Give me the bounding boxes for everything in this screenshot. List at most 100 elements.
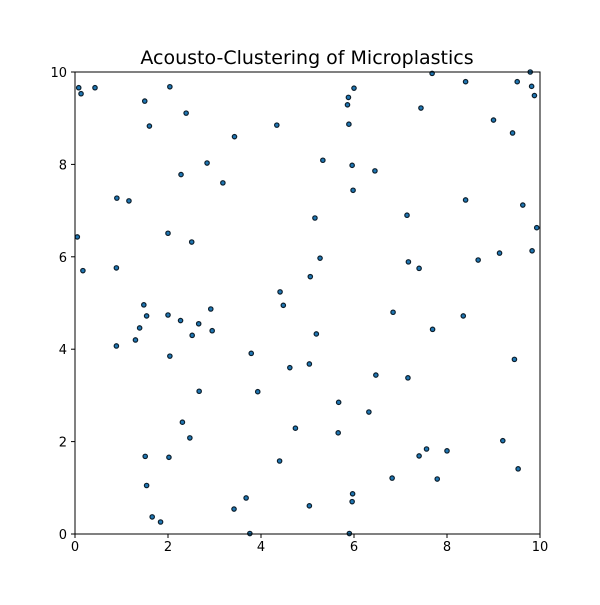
data-point xyxy=(114,195,120,201)
data-point xyxy=(349,491,356,497)
y-tick-label: 10 xyxy=(50,66,67,81)
data-point xyxy=(165,230,171,237)
y-tick-label: 6 xyxy=(59,251,67,266)
data-points xyxy=(74,69,540,537)
x-tick-label: 6 xyxy=(350,540,358,555)
data-point xyxy=(390,309,396,316)
data-point xyxy=(307,273,314,280)
data-point xyxy=(167,83,173,90)
y-tick-label: 8 xyxy=(59,158,67,173)
data-point xyxy=(274,122,280,128)
data-point xyxy=(528,83,535,90)
data-point xyxy=(157,519,164,525)
data-point xyxy=(366,409,372,415)
data-point xyxy=(460,313,467,319)
data-point xyxy=(165,312,171,318)
data-point xyxy=(143,313,150,319)
chart-title: Acousto-Clustering of Microplastics xyxy=(140,47,473,69)
data-point xyxy=(529,247,535,254)
data-point xyxy=(312,215,318,221)
data-point xyxy=(74,234,81,240)
data-point xyxy=(280,302,287,309)
data-point xyxy=(113,265,120,271)
data-point xyxy=(490,117,497,123)
data-point xyxy=(209,327,215,334)
data-point xyxy=(231,506,237,512)
data-point xyxy=(126,198,132,204)
data-point xyxy=(277,289,283,295)
data-point xyxy=(317,255,323,261)
data-point xyxy=(149,514,155,520)
data-point xyxy=(287,364,293,371)
data-point xyxy=(183,110,189,116)
data-point xyxy=(372,168,378,174)
data-point xyxy=(187,435,193,441)
data-point xyxy=(346,121,352,128)
data-point xyxy=(373,372,379,378)
data-point xyxy=(404,212,410,219)
data-point xyxy=(141,302,147,308)
data-point xyxy=(444,448,450,454)
data-point xyxy=(499,437,506,444)
y-axis: 0 2 4 6 8 10 xyxy=(50,66,75,543)
data-point xyxy=(220,180,226,186)
data-point xyxy=(78,90,84,97)
data-point xyxy=(204,160,210,166)
x-axis: 0 2 4 6 8 10 xyxy=(71,534,548,555)
data-point xyxy=(179,419,186,425)
data-point xyxy=(306,503,313,509)
data-point xyxy=(292,425,299,432)
x-tick-label: 8 xyxy=(443,540,451,555)
data-point xyxy=(405,259,412,265)
data-point xyxy=(166,454,172,461)
data-point xyxy=(533,224,540,231)
data-point xyxy=(248,350,255,357)
data-point xyxy=(113,343,120,349)
data-point xyxy=(511,356,518,363)
data-point xyxy=(313,331,320,337)
x-tick-label: 0 xyxy=(71,540,79,555)
data-point xyxy=(320,157,326,164)
data-point xyxy=(344,102,351,108)
data-point xyxy=(146,123,153,129)
data-point xyxy=(418,105,424,111)
data-point xyxy=(434,476,441,482)
data-point xyxy=(351,85,357,91)
y-tick-label: 0 xyxy=(59,528,67,543)
plot-frame xyxy=(74,71,541,535)
data-point xyxy=(389,475,395,481)
data-point xyxy=(429,326,436,333)
x-tick-label: 4 xyxy=(257,540,265,555)
data-point xyxy=(531,92,538,99)
data-point xyxy=(423,446,430,452)
data-point xyxy=(254,388,261,395)
data-point xyxy=(177,317,184,324)
data-point xyxy=(243,495,249,501)
data-point xyxy=(345,94,352,101)
data-point xyxy=(196,388,202,395)
data-point xyxy=(142,453,149,460)
data-point xyxy=(514,78,521,85)
x-tick-label: 10 xyxy=(532,540,549,555)
data-point xyxy=(496,250,503,256)
y-tick-label: 2 xyxy=(59,436,67,451)
x-tick-label: 2 xyxy=(164,540,172,555)
data-point xyxy=(141,98,148,104)
data-point xyxy=(349,498,355,505)
data-point xyxy=(475,257,481,263)
data-point xyxy=(335,430,341,436)
data-point xyxy=(92,84,98,91)
data-point xyxy=(515,466,521,472)
data-point xyxy=(143,482,150,489)
data-point xyxy=(189,332,195,339)
data-point xyxy=(405,375,411,381)
data-point xyxy=(509,130,516,136)
data-point xyxy=(519,202,526,208)
data-point xyxy=(349,162,355,169)
data-point xyxy=(207,306,214,312)
data-point xyxy=(231,133,238,140)
data-point xyxy=(132,337,139,343)
data-point xyxy=(178,171,184,178)
data-point xyxy=(416,453,422,459)
